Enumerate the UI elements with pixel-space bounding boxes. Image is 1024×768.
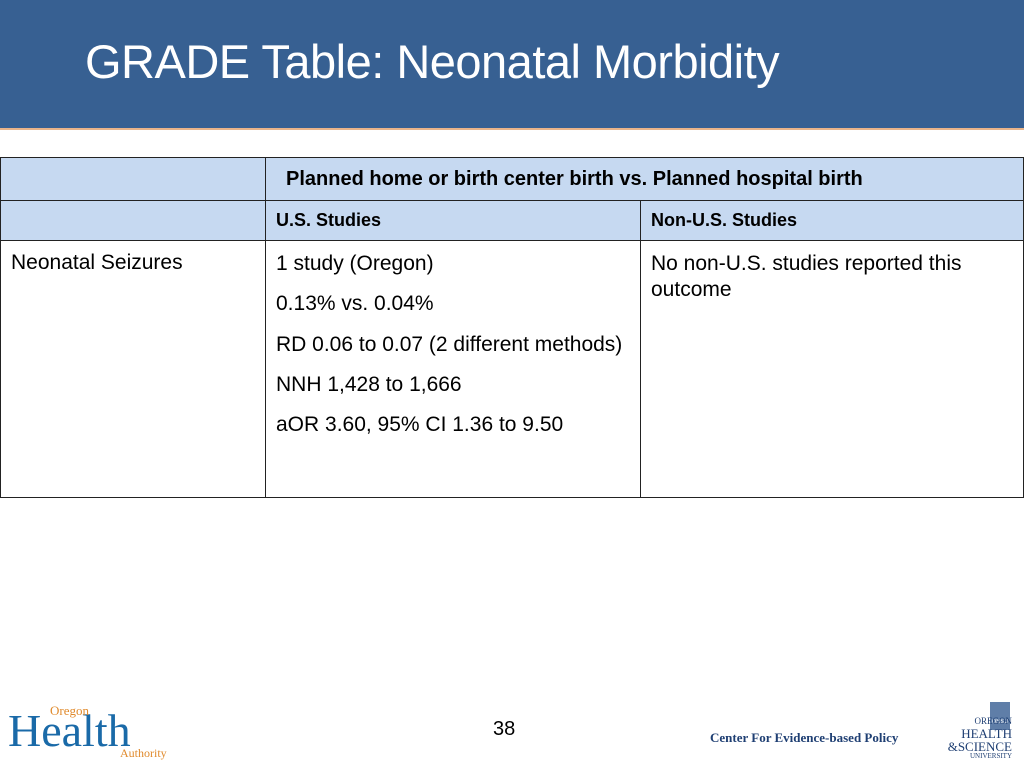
page-number: 38 bbox=[493, 718, 516, 740]
ohsu-logo: OHSU OREGON HEALTH &SCIENCE UNIVERSITY bbox=[940, 702, 1020, 762]
logo-text: &SCIENCE bbox=[947, 739, 1012, 754]
outcome-row: Neonatal Seizures 1 study (Oregon) 0.13% … bbox=[0, 240, 1024, 498]
cell-paragraph: RD 0.06 to 0.07 (2 different methods) bbox=[276, 332, 623, 356]
footer-text: Center For Evidence-based Policy bbox=[710, 730, 899, 745]
empty-cell bbox=[0, 157, 266, 201]
cell-paragraph: No non-U.S. studies reported this outcom… bbox=[651, 252, 962, 302]
column-header: Non-U.S. Studies bbox=[640, 200, 1024, 241]
outcome-cell: Neonatal Seizures bbox=[0, 240, 266, 498]
logo-badge: OHSU bbox=[990, 702, 1010, 730]
cell-paragraph: NNH 1,428 to 1,666 bbox=[276, 372, 462, 396]
comparison-header: Planned home or birth center birth vs. P… bbox=[265, 157, 1024, 201]
column-header: U.S. Studies bbox=[265, 200, 641, 241]
empty-cell bbox=[0, 200, 266, 241]
grade-table: Planned home or birth center birth vs. P… bbox=[0, 157, 1024, 498]
title-bar: GRADE Table: Neonatal Morbidity bbox=[0, 0, 1024, 130]
logo-text: OREGON bbox=[974, 716, 1013, 726]
column-header-row: U.S. Studies Non-U.S. Studies bbox=[0, 200, 1024, 241]
us-cell: 1 study (Oregon) 0.13% vs. 0.04% RD 0.06 t… bbox=[265, 240, 641, 498]
cell-paragraph: 0.13% vs. 0.04% bbox=[276, 292, 434, 316]
cell-paragraph: aOR 3.60, 95% CI 1.36 to 9.50 bbox=[276, 413, 564, 436]
logo-text: UNIVERSITY bbox=[970, 752, 1012, 760]
cell-paragraph: 1 study (Oregon) bbox=[276, 252, 434, 275]
non-us-cell: No non-U.S. studies reported this outcom… bbox=[640, 240, 1024, 498]
comparison-row: Planned home or birth center birth vs. P… bbox=[0, 157, 1024, 201]
logo-text: Authority bbox=[120, 746, 167, 760]
logo-text: Oregon bbox=[50, 703, 89, 718]
logo-text: HEALTH bbox=[961, 726, 1012, 741]
logo-text: Health bbox=[8, 705, 131, 756]
slide-title: GRADE Table: Neonatal Morbidity bbox=[85, 35, 780, 88]
